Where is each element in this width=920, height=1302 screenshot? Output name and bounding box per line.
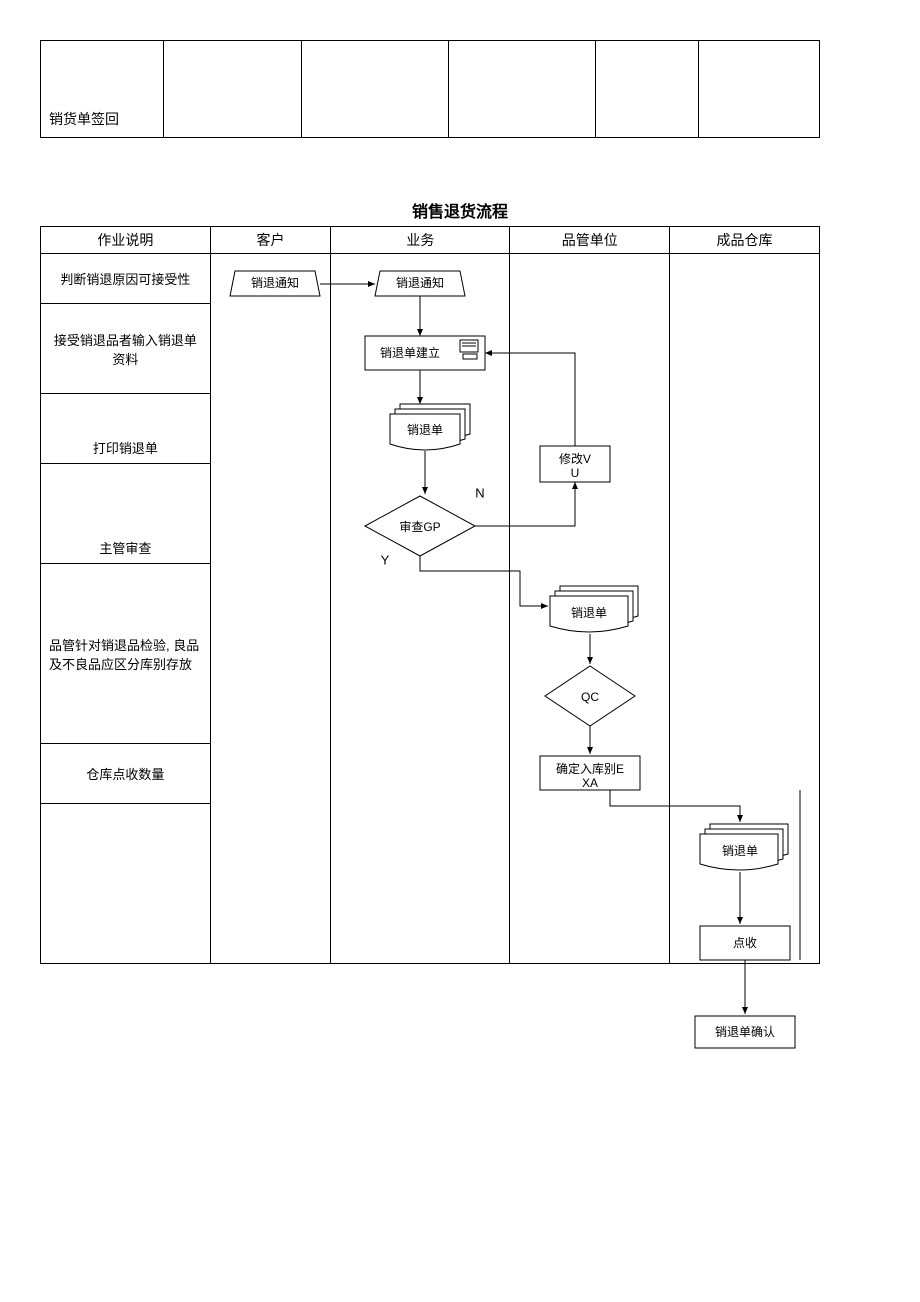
- desc-r7: [41, 804, 211, 964]
- flow-title: 销售退货流程: [40, 198, 880, 222]
- top-cell-2: [301, 41, 448, 138]
- top-table: 销货单签回: [40, 40, 820, 138]
- desc-r4: 主管审查: [41, 464, 211, 564]
- header-desc: 作业说明: [41, 227, 211, 254]
- desc-r1: 判断销退原因可接受性: [41, 254, 211, 304]
- header-warehouse: 成品仓库: [670, 227, 820, 254]
- svg-text:销退单确认: 销退单确认: [715, 1025, 775, 1039]
- top-cell-3: [448, 41, 595, 138]
- flowchart-container: 作业说明 客户 业务 品管单位 成品仓库 判断销退原因可接受性 接受销退品者输入…: [40, 226, 840, 1086]
- desc-r6: 仓库点收数量: [41, 744, 211, 804]
- header-business: 业务: [331, 227, 510, 254]
- desc-r3: 打印销退单: [41, 394, 211, 464]
- swimlane-table: 作业说明 客户 业务 品管单位 成品仓库 判断销退原因可接受性 接受销退品者输入…: [40, 226, 820, 964]
- top-cell-1: [163, 41, 301, 138]
- desc-r2: 接受销退品者输入销退单资料: [41, 304, 211, 394]
- top-cell-5: [699, 41, 820, 138]
- header-row: 作业说明 客户 业务 品管单位 成品仓库: [41, 227, 820, 254]
- top-cell-0: 销货单签回: [41, 41, 164, 138]
- header-qc: 品管单位: [510, 227, 670, 254]
- desc-r5: 品管针对销退品检验, 良品及不良品应区分库别存放: [41, 564, 211, 744]
- node-confirm-form: 销退单确认: [695, 1016, 795, 1048]
- header-customer: 客户: [210, 227, 331, 254]
- top-cell-4: [595, 41, 699, 138]
